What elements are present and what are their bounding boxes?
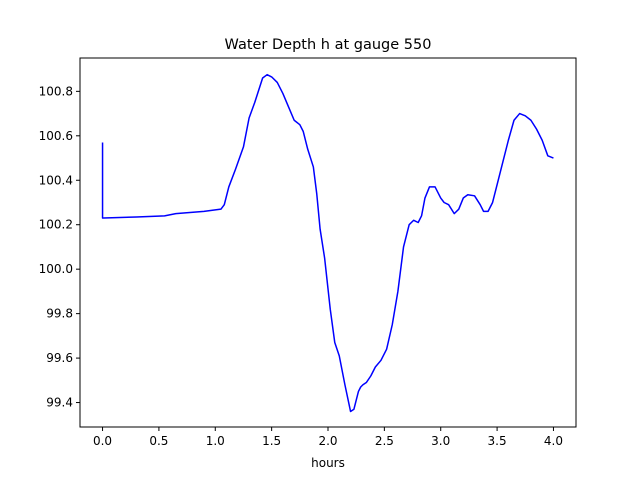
y-tick-label: 99.4	[46, 396, 73, 410]
x-axis-ticks: 0.0 0.5 1.0 1.5 2.0 2.5 3.0 3.5 4.0	[93, 427, 563, 448]
plot-area	[101, 73, 554, 413]
y-tick-label: 99.6	[46, 351, 73, 365]
x-axis-label: hours	[311, 456, 345, 470]
y-tick-label: 100.0	[39, 262, 73, 276]
y-tick-label: 99.8	[46, 307, 73, 321]
x-tick-label: 3.0	[431, 434, 450, 448]
series-line	[101, 73, 554, 413]
x-tick-label: 1.0	[206, 434, 225, 448]
x-tick-label: 3.5	[488, 434, 507, 448]
y-tick-label: 100.6	[39, 129, 73, 143]
x-tick-label: 1.5	[262, 434, 281, 448]
x-tick-label: 2.0	[318, 434, 337, 448]
axes-frame	[79, 57, 577, 428]
x-tick-label: 0.5	[149, 434, 168, 448]
x-tick-label: 4.0	[544, 434, 563, 448]
y-tick-label: 100.4	[39, 173, 73, 187]
y-tick-label: 100.2	[39, 218, 73, 232]
x-tick-label: 0.0	[93, 434, 112, 448]
x-tick-label: 2.5	[375, 434, 394, 448]
y-axis-ticks: 99.4 99.6 99.8 100.0 100.2 100.4 100.6 100.8	[39, 84, 80, 410]
y-tick-label: 100.8	[39, 84, 73, 98]
chart-title: Water Depth h at gauge 550	[225, 37, 432, 53]
